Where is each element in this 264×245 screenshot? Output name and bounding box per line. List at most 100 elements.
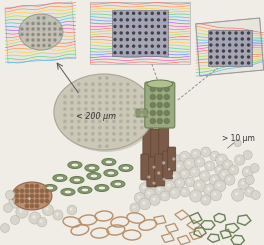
Circle shape (168, 168, 171, 171)
Circle shape (32, 39, 34, 41)
Circle shape (151, 52, 153, 54)
Circle shape (241, 38, 243, 40)
Circle shape (37, 22, 40, 24)
Circle shape (113, 102, 115, 104)
Circle shape (241, 62, 243, 64)
Circle shape (30, 204, 34, 208)
Circle shape (127, 126, 129, 129)
Circle shape (106, 108, 108, 110)
Circle shape (71, 120, 73, 122)
Circle shape (190, 167, 200, 177)
Circle shape (180, 187, 190, 197)
Circle shape (99, 114, 101, 116)
Circle shape (157, 172, 161, 175)
Circle shape (229, 62, 231, 64)
Circle shape (139, 198, 150, 210)
Circle shape (54, 33, 56, 36)
Circle shape (151, 19, 153, 21)
Circle shape (201, 195, 211, 205)
Circle shape (92, 102, 94, 104)
FancyBboxPatch shape (151, 129, 161, 161)
Circle shape (216, 44, 218, 46)
Circle shape (78, 120, 80, 122)
Circle shape (243, 150, 252, 159)
Circle shape (99, 126, 101, 129)
Circle shape (235, 44, 237, 46)
Circle shape (144, 172, 155, 184)
Ellipse shape (81, 188, 89, 192)
Circle shape (56, 213, 59, 216)
Circle shape (64, 126, 66, 129)
Circle shape (159, 158, 171, 170)
Circle shape (59, 28, 62, 30)
Circle shape (106, 95, 108, 98)
Circle shape (48, 44, 50, 47)
Circle shape (120, 139, 122, 141)
Circle shape (164, 180, 176, 192)
Circle shape (85, 89, 87, 92)
Circle shape (232, 168, 234, 171)
Circle shape (219, 169, 231, 181)
Circle shape (92, 89, 94, 92)
Circle shape (133, 52, 135, 54)
Circle shape (20, 189, 23, 193)
Circle shape (25, 199, 29, 203)
Circle shape (64, 95, 66, 98)
Circle shape (144, 188, 155, 200)
Circle shape (127, 102, 129, 104)
Circle shape (42, 204, 54, 216)
Circle shape (178, 181, 180, 184)
Ellipse shape (88, 166, 96, 170)
Circle shape (127, 89, 129, 92)
Circle shape (30, 194, 34, 198)
Circle shape (134, 108, 136, 110)
Ellipse shape (102, 159, 116, 166)
Circle shape (15, 194, 18, 198)
Circle shape (248, 44, 249, 46)
Circle shape (120, 102, 122, 104)
Circle shape (184, 158, 196, 170)
Circle shape (32, 215, 36, 219)
Circle shape (139, 32, 141, 34)
Circle shape (193, 193, 196, 196)
Circle shape (248, 62, 249, 64)
Circle shape (25, 194, 29, 198)
Circle shape (147, 192, 150, 195)
Circle shape (48, 28, 50, 30)
Circle shape (106, 126, 108, 129)
Circle shape (15, 189, 18, 193)
Ellipse shape (90, 174, 98, 178)
Circle shape (127, 108, 129, 110)
Circle shape (43, 28, 45, 30)
Circle shape (92, 95, 94, 98)
Circle shape (134, 89, 136, 92)
Circle shape (149, 179, 160, 189)
Circle shape (205, 161, 215, 171)
Circle shape (25, 189, 29, 193)
Circle shape (92, 114, 94, 116)
Circle shape (216, 50, 218, 52)
Circle shape (229, 44, 231, 46)
Circle shape (27, 197, 31, 201)
Circle shape (162, 161, 165, 165)
Circle shape (169, 171, 181, 183)
Circle shape (185, 177, 195, 187)
Circle shape (241, 56, 243, 58)
Circle shape (209, 175, 220, 185)
Circle shape (223, 62, 224, 64)
Circle shape (120, 38, 122, 41)
Circle shape (78, 89, 80, 92)
Circle shape (235, 38, 237, 40)
Circle shape (114, 32, 116, 34)
Circle shape (106, 77, 108, 79)
Ellipse shape (95, 184, 109, 192)
Circle shape (32, 28, 34, 30)
Circle shape (85, 108, 87, 110)
Circle shape (139, 52, 141, 54)
Circle shape (139, 12, 141, 14)
Circle shape (223, 44, 224, 46)
Circle shape (164, 45, 166, 47)
FancyBboxPatch shape (141, 154, 149, 180)
FancyBboxPatch shape (143, 127, 153, 161)
Circle shape (145, 52, 147, 54)
